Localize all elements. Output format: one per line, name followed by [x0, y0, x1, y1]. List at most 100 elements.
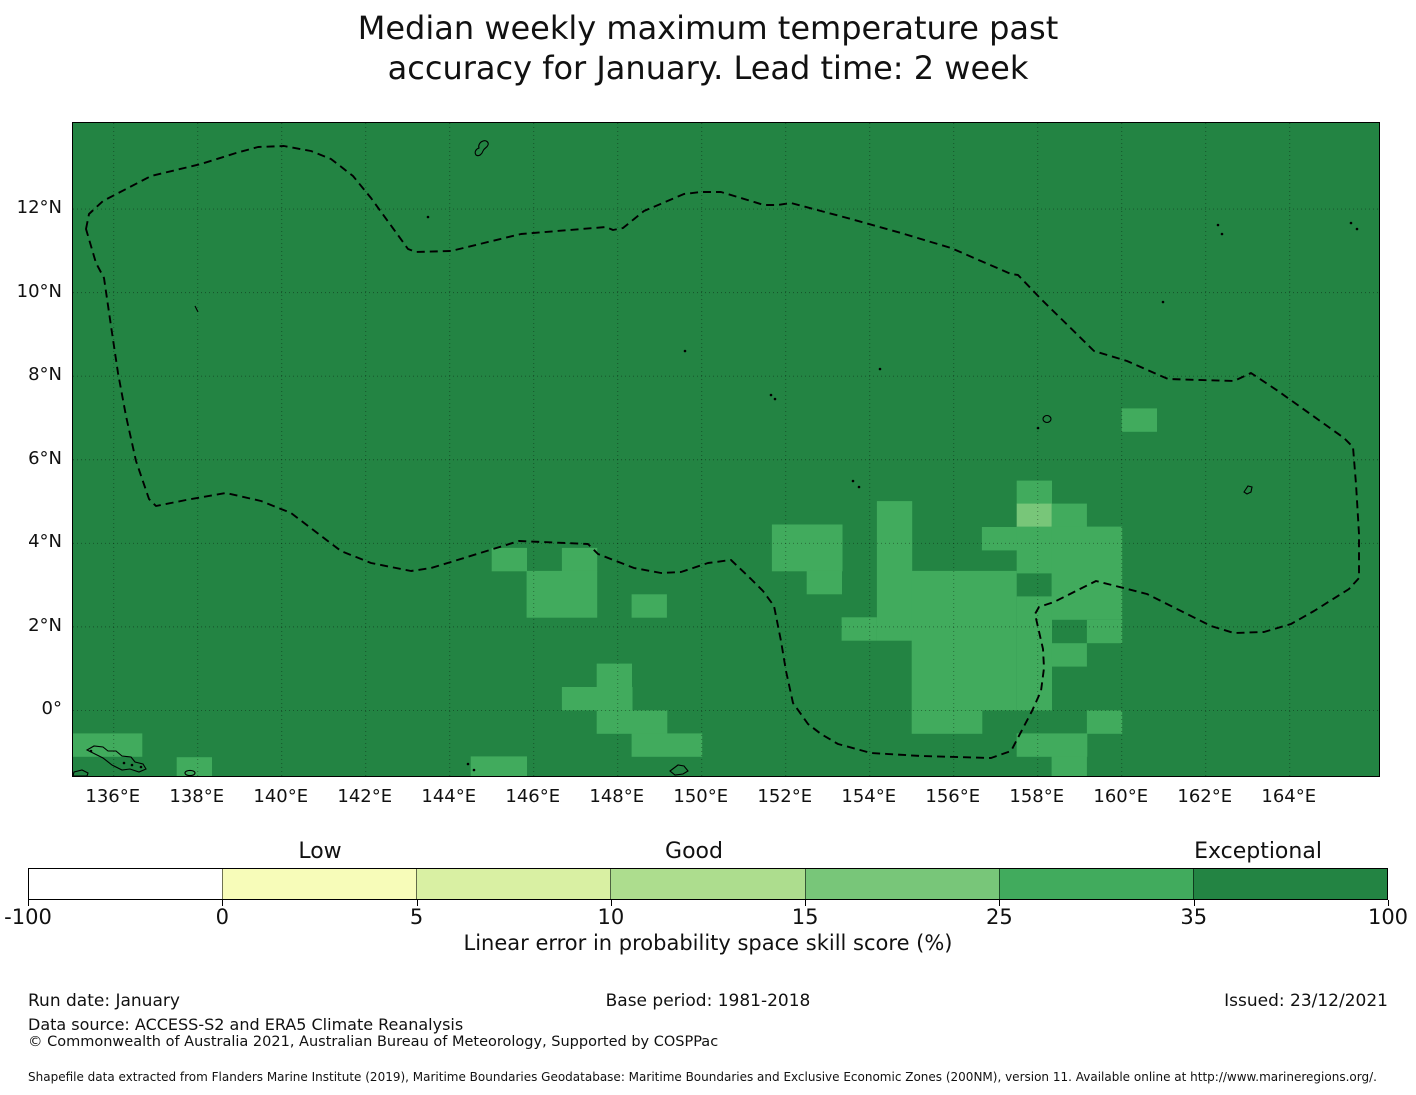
colorbar-region-label-low: Low — [298, 839, 342, 864]
heatmap-cell — [1016, 596, 1052, 711]
islet-dot — [1161, 300, 1165, 304]
heatmap-cell — [771, 524, 843, 572]
heatmap-cell — [806, 570, 842, 595]
y-tick-label: 0° — [41, 698, 62, 720]
colorbar-region-label-good: Good — [665, 839, 723, 864]
islet-dot — [426, 215, 430, 219]
x-tick-label: 144°E — [421, 786, 477, 807]
heatmap-cell — [1016, 526, 1052, 574]
footer-data-source: Data source: ACCESS-S2 and ERA5 Climate … — [28, 1015, 464, 1034]
heatmap-cell — [841, 617, 877, 641]
islet-dot — [89, 749, 93, 753]
colorbar-tick — [999, 900, 1001, 906]
islet-dot — [769, 393, 773, 397]
colorbar-tick — [416, 900, 418, 906]
x-tick-label: 156°E — [925, 786, 981, 807]
x-tick-label: 142°E — [337, 786, 393, 807]
heatmap-cell — [1016, 480, 1052, 504]
x-tick-label: 150°E — [673, 786, 729, 807]
y-tick-label: 8°N — [28, 364, 62, 386]
footer-copyright: © Commonwealth of Australia 2021, Austra… — [28, 1034, 719, 1050]
colorbar-tick — [28, 900, 29, 906]
heatmap-cell — [876, 547, 913, 641]
colorbar-tick-label: 35 — [1180, 905, 1208, 929]
islet-dot — [683, 349, 687, 353]
yapen-chain-island-outline — [85, 745, 147, 773]
islet-dot — [1036, 426, 1040, 430]
islet-157e-island-outline — [1042, 414, 1052, 424]
colorbar-tick-label: 25 — [986, 905, 1013, 929]
heatmap-cell — [631, 594, 667, 618]
heatmap-cell — [596, 710, 668, 734]
heatmap-cell — [71, 733, 143, 757]
heatmap-cell — [1086, 619, 1123, 644]
islet-dot — [1349, 221, 1353, 225]
chart-title-line2: accuracy for January. Lead time: 2 week — [387, 49, 1029, 87]
colorbar-tick — [1193, 900, 1195, 906]
heatmap-cell — [1051, 756, 1087, 778]
heatmap-cell — [631, 733, 703, 757]
colorbar-segment-3 — [610, 869, 805, 899]
colorbar-segment-0 — [29, 869, 223, 899]
colorbar — [28, 868, 1388, 900]
colorbar-tick-label: 10 — [597, 905, 625, 929]
heatmap-cell — [1086, 710, 1123, 734]
colorbar-tick — [805, 900, 807, 906]
islet-dot — [857, 485, 861, 489]
colorbar-tick — [1388, 900, 1389, 906]
footer-issued-date: Issued: 23/12/2021 — [1224, 991, 1388, 1011]
colorbar-segment-2 — [416, 869, 611, 899]
guam-island-outline — [474, 140, 489, 157]
x-tick-label: 160°E — [1093, 786, 1149, 807]
islet-dot — [139, 765, 143, 769]
footer-shapefile-credit: Shapefile data extracted from Flanders M… — [28, 1070, 1377, 1084]
map-canvas — [71, 123, 1379, 778]
heatmap-cell — [1016, 503, 1052, 527]
x-tick-label: 140°E — [253, 786, 309, 807]
coast-sw-island-outline — [72, 769, 89, 777]
islet-dot — [1216, 223, 1220, 227]
y-tick-label: 4°N — [28, 531, 62, 553]
colorbar-tick-label: 15 — [791, 905, 819, 929]
heatmap-cell — [176, 757, 212, 778]
footer-base-period: Base period: 1981-2018 — [605, 991, 811, 1011]
x-tick-label: 138°E — [169, 786, 225, 807]
heatmap-cell — [526, 570, 598, 618]
chart-title-line1: Median weekly maximum temperature past — [357, 9, 1059, 47]
islet-dot — [1355, 227, 1359, 231]
heatmap-cell — [491, 547, 527, 572]
islet-dot — [878, 367, 882, 371]
palau-tick-island-outline — [194, 305, 199, 313]
new-ireland-tip-island-outline — [669, 764, 689, 776]
colorbar-tick — [610, 900, 612, 906]
heatmap-cell — [1016, 733, 1088, 757]
islet-dot — [130, 763, 134, 767]
colorbar-segment-5 — [998, 869, 1193, 899]
heatmap-cell — [876, 501, 913, 548]
heatmap-cell — [1051, 643, 1087, 667]
x-tick-label: 146°E — [505, 786, 561, 807]
x-tick-label: 136°E — [85, 786, 141, 807]
colorbar-tick-label: 0 — [215, 905, 229, 929]
y-tick-label: 2°N — [28, 614, 62, 636]
heatmap-cell — [911, 570, 1017, 711]
heatmap-cell — [1051, 503, 1087, 527]
colorbar-segment-4 — [804, 869, 999, 899]
x-tick-label: 152°E — [757, 786, 813, 807]
colorbar-tick-label: 5 — [409, 905, 424, 929]
heatmap-cell — [470, 756, 527, 778]
colorbar-axis-label: Linear error in probability space skill … — [463, 931, 953, 955]
islet-dot — [122, 761, 126, 765]
x-tick-label: 162°E — [1177, 786, 1233, 807]
islet-dot — [851, 479, 855, 483]
heatmap-cell — [561, 687, 633, 711]
islet-dot — [773, 397, 777, 401]
islet-dot — [466, 762, 470, 766]
x-tick-label: 164°E — [1261, 786, 1317, 807]
heatmap-cell — [596, 663, 632, 687]
colorbar-tick — [222, 900, 224, 906]
heatmap-cell — [1051, 526, 1123, 620]
islet-163e-island-outline — [1243, 485, 1253, 495]
x-tick-label: 158°E — [1009, 786, 1065, 807]
y-tick-label: 6°N — [28, 447, 62, 469]
